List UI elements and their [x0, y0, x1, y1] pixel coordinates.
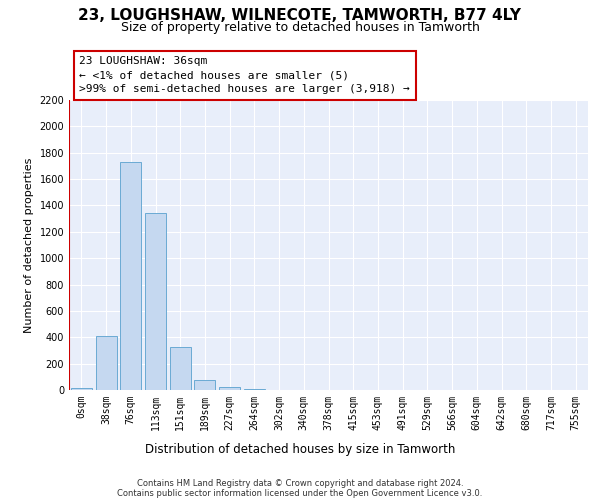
Text: Contains public sector information licensed under the Open Government Licence v3: Contains public sector information licen…	[118, 489, 482, 498]
Bar	[194, 380, 215, 390]
Text: 23, LOUGHSHAW, WILNECOTE, TAMWORTH, B77 4LY: 23, LOUGHSHAW, WILNECOTE, TAMWORTH, B77 …	[79, 8, 521, 22]
Text: Size of property relative to detached houses in Tamworth: Size of property relative to detached ho…	[121, 21, 479, 34]
Bar	[120, 162, 141, 390]
Text: Contains HM Land Registry data © Crown copyright and database right 2024.: Contains HM Land Registry data © Crown c…	[137, 479, 463, 488]
Bar	[95, 336, 116, 390]
Bar	[170, 346, 191, 390]
Bar	[219, 386, 240, 390]
Text: 23 LOUGHSHAW: 36sqm
← <1% of detached houses are smaller (5)
>99% of semi-detach: 23 LOUGHSHAW: 36sqm ← <1% of detached ho…	[79, 56, 410, 94]
Text: Distribution of detached houses by size in Tamworth: Distribution of detached houses by size …	[145, 442, 455, 456]
Y-axis label: Number of detached properties: Number of detached properties	[24, 158, 34, 332]
Bar	[71, 388, 92, 390]
Bar	[145, 214, 166, 390]
